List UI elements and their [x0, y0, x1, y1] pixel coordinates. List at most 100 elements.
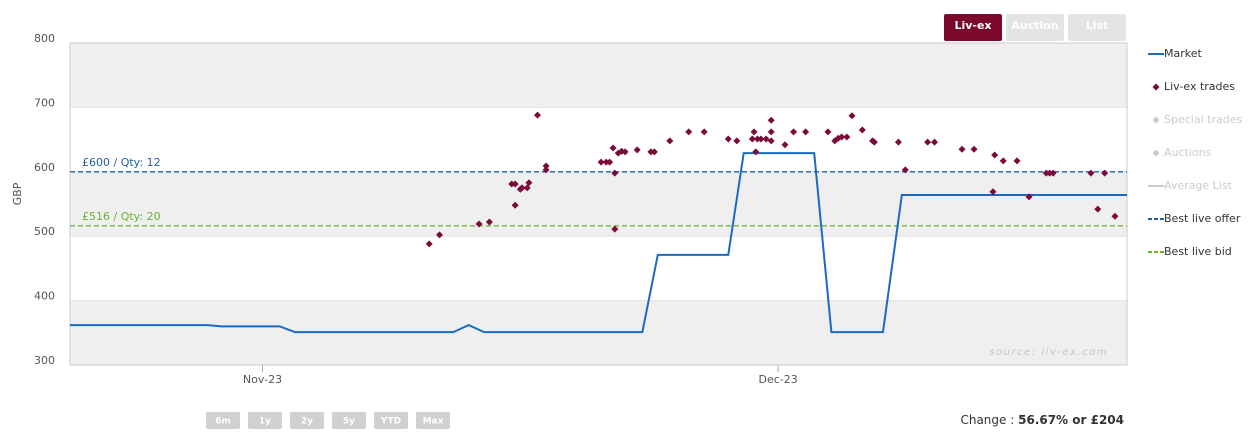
trade-point: [924, 138, 932, 146]
trade-point: [999, 157, 1007, 165]
trade-point: [790, 128, 798, 136]
trade-point: [1094, 205, 1102, 213]
view-button-label[interactable]: Liv-ex: [954, 19, 991, 32]
legend-symbol: [1152, 116, 1160, 124]
range-button-label[interactable]: 2y: [301, 417, 313, 427]
trade-point: [1049, 169, 1057, 177]
range-button[interactable]: [374, 412, 408, 429]
trade-point: [485, 218, 493, 226]
view-button-label[interactable]: List: [1086, 19, 1109, 32]
trade-point: [767, 137, 775, 145]
x-tick-label: Dec-23: [758, 373, 797, 386]
trade-point: [931, 138, 939, 146]
change-label: Change :: [960, 413, 1014, 427]
trade-point: [958, 145, 966, 153]
range-button-label[interactable]: Max: [423, 417, 444, 427]
trade-point: [750, 128, 758, 136]
trade-point: [425, 240, 433, 248]
legend-label[interactable]: Average List: [1164, 179, 1233, 192]
y-tick-label: 500: [34, 225, 55, 238]
trade-point: [901, 166, 909, 174]
range-button[interactable]: [332, 412, 366, 429]
trade-point: [700, 128, 708, 136]
trade-point: [870, 138, 878, 146]
legend-symbol: [1152, 83, 1160, 91]
legend-label[interactable]: Auctions: [1164, 146, 1212, 159]
range-button[interactable]: [248, 412, 282, 429]
trade-point: [650, 148, 658, 156]
range-button[interactable]: [206, 412, 240, 429]
trade-point: [609, 144, 617, 152]
range-button-label[interactable]: 5y: [343, 417, 355, 427]
view-button[interactable]: [1068, 14, 1126, 41]
reference-label: £516 / Qty: 20: [82, 210, 161, 223]
legend-label[interactable]: Liv-ex trades: [1164, 80, 1235, 93]
trade-point: [843, 133, 851, 141]
y-tick-label: 600: [34, 161, 55, 174]
range-button-label[interactable]: YTD: [380, 417, 401, 427]
y-tick-label: 300: [34, 354, 55, 367]
y-tick-label: 700: [34, 96, 55, 109]
legend-label[interactable]: Special trades: [1164, 113, 1242, 126]
trade-point: [542, 166, 550, 174]
range-button-label[interactable]: 1y: [259, 417, 271, 427]
trade-point: [621, 148, 629, 156]
trade-point: [858, 126, 866, 134]
view-button[interactable]: [1006, 14, 1064, 41]
trade-point: [762, 135, 770, 143]
trade-point: [611, 169, 619, 177]
trade-point: [611, 225, 619, 233]
trade-point: [752, 148, 760, 156]
view-button[interactable]: [944, 14, 1002, 41]
trade-point: [1025, 193, 1033, 201]
trade-point: [666, 137, 674, 145]
trade-point: [824, 128, 832, 136]
y-tick-label: 400: [34, 290, 55, 303]
trade-point: [533, 111, 541, 119]
reference-label: £600 / Qty: 12: [82, 156, 161, 169]
trade-point: [767, 128, 775, 136]
trade-point: [1087, 169, 1095, 177]
trade-point: [597, 158, 605, 166]
legend-label[interactable]: Best live offer: [1164, 212, 1241, 225]
trade-point: [838, 133, 846, 141]
trade-point: [991, 151, 999, 159]
range-button[interactable]: [290, 412, 324, 429]
change-value: 56.67% or £204: [1018, 413, 1124, 427]
range-button-label[interactable]: 6m: [215, 417, 231, 427]
trade-point: [475, 220, 483, 228]
trade-point: [970, 145, 978, 153]
trade-point: [802, 128, 810, 136]
trade-point: [733, 137, 741, 145]
view-button-label[interactable]: Auction: [1011, 19, 1058, 32]
change-summary: Change : 56.67% or £204: [960, 413, 1124, 427]
trade-point: [511, 180, 519, 188]
legend-label[interactable]: Market: [1164, 47, 1202, 60]
trade-point: [724, 135, 732, 143]
trade-point: [542, 162, 550, 170]
grid-band: [70, 43, 1127, 108]
trade-point: [781, 141, 789, 149]
y-tick-label: 800: [34, 32, 55, 45]
trade-point: [685, 128, 693, 136]
x-tick-label: Nov-23: [243, 373, 282, 386]
trade-point: [894, 138, 902, 146]
source-note: source: liv-ex.com: [989, 347, 1108, 358]
trade-point: [436, 231, 444, 239]
trade-point: [633, 146, 641, 154]
legend-label[interactable]: Best live bid: [1164, 245, 1232, 258]
grid-band: [70, 107, 1127, 172]
y-axis-label: GBP: [11, 182, 24, 205]
range-button[interactable]: [416, 412, 450, 429]
trade-point: [518, 184, 526, 192]
legend-symbol: [1152, 149, 1160, 157]
trade-point: [767, 116, 775, 124]
trade-point: [757, 135, 765, 143]
trade-point: [748, 135, 756, 143]
trade-point: [848, 112, 856, 120]
trade-point: [989, 188, 997, 196]
trade-point: [525, 179, 533, 187]
trade-point: [1111, 212, 1119, 220]
market-line: [70, 152, 1127, 334]
